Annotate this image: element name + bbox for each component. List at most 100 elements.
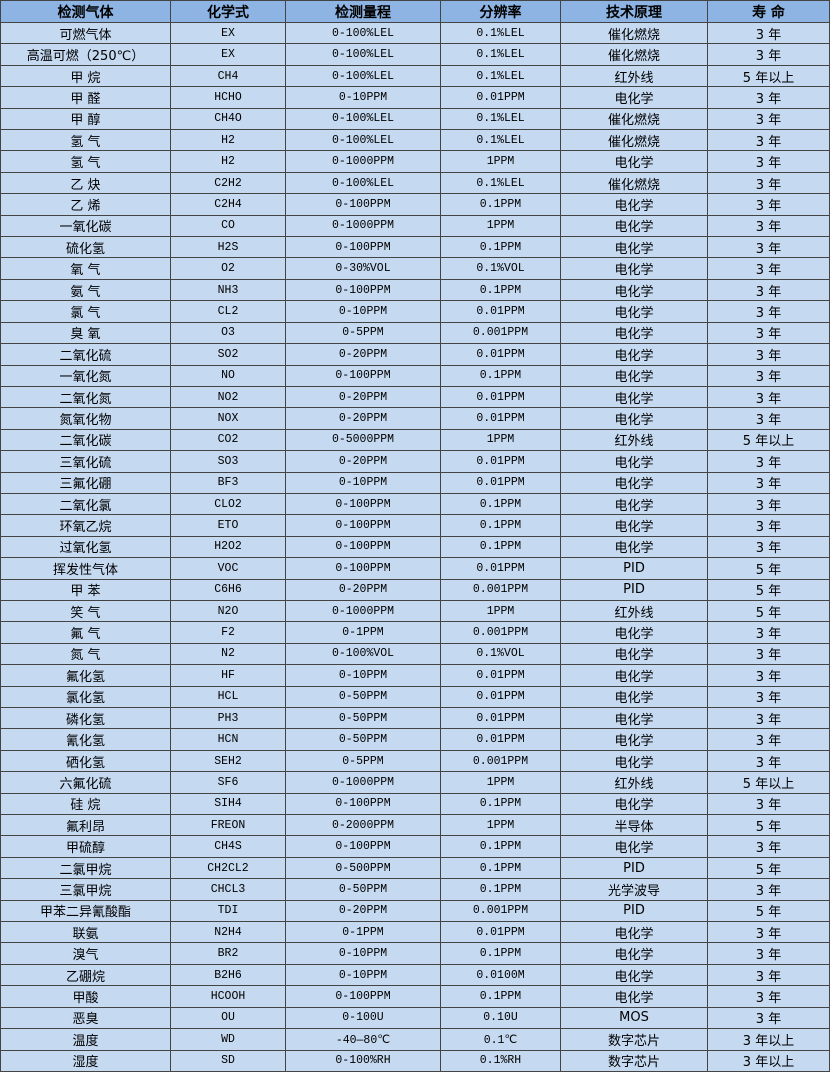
cell-resolution: 0.1PPM bbox=[441, 943, 561, 965]
cell-principle: 电化学 bbox=[561, 986, 708, 1008]
cell-range: 0-100%LEL bbox=[286, 130, 441, 152]
table-row: 挥发性气体 VOC 0-100PPM 0.01PPM PID 5 年 bbox=[1, 558, 830, 580]
cell-resolution: 0.1PPM bbox=[441, 279, 561, 302]
cell-range: 0-100PPM bbox=[286, 493, 441, 516]
cell-range: -40—80℃ bbox=[286, 1029, 441, 1051]
cell-lifespan: 3 年 bbox=[708, 986, 830, 1008]
cell-lifespan: 3 年 bbox=[708, 151, 830, 173]
cell-lifespan: 3 年 bbox=[708, 194, 830, 216]
cell-gas: 氧 气 bbox=[1, 258, 171, 280]
cell-range: 0-10PPM bbox=[286, 665, 441, 687]
cell-gas: 二氧化硫 bbox=[1, 344, 171, 366]
header-principle: 技术原理 bbox=[561, 1, 708, 23]
cell-resolution: 0.1PPM bbox=[441, 515, 561, 537]
cell-principle: 电化学 bbox=[561, 622, 708, 644]
cell-formula: HCL bbox=[171, 686, 286, 708]
cell-resolution: 0.01PPM bbox=[441, 708, 561, 730]
cell-formula: SEH2 bbox=[171, 750, 286, 773]
cell-resolution: 0.01PPM bbox=[441, 729, 561, 751]
cell-formula: N2 bbox=[171, 643, 286, 666]
cell-range: 0-100%LEL bbox=[286, 23, 441, 45]
cell-lifespan: 3 年 bbox=[708, 408, 830, 430]
cell-resolution: 0.1PPM bbox=[441, 986, 561, 1008]
cell-gas: 湿度 bbox=[1, 1050, 171, 1072]
cell-principle: 电化学 bbox=[561, 258, 708, 280]
cell-resolution: 0.1%LEL bbox=[441, 44, 561, 66]
cell-lifespan: 3 年 bbox=[708, 108, 830, 131]
cell-lifespan: 3 年 bbox=[708, 665, 830, 687]
cell-principle: 电化学 bbox=[561, 493, 708, 516]
cell-formula: BR2 bbox=[171, 943, 286, 965]
cell-range: 0-10PPM bbox=[286, 472, 441, 494]
cell-formula: H2O2 bbox=[171, 536, 286, 559]
cell-lifespan: 3 年 bbox=[708, 622, 830, 644]
cell-range: 0-1000PPM bbox=[286, 215, 441, 238]
cell-principle: 电化学 bbox=[561, 237, 708, 259]
cell-formula: C6H6 bbox=[171, 579, 286, 601]
cell-resolution: 0.1%VOL bbox=[441, 643, 561, 666]
cell-gas: 氟利昂 bbox=[1, 815, 171, 837]
cell-lifespan: 3 年 bbox=[708, 279, 830, 302]
cell-principle: MOS bbox=[561, 1007, 708, 1030]
cell-range: 0-100PPM bbox=[286, 986, 441, 1008]
cell-range: 0-100PPM bbox=[286, 515, 441, 537]
cell-resolution: 0.001PPM bbox=[441, 579, 561, 601]
cell-lifespan: 3 年 bbox=[708, 836, 830, 858]
cell-gas: 磷化氢 bbox=[1, 708, 171, 730]
cell-range: 0-100%VOL bbox=[286, 643, 441, 666]
cell-formula: NO bbox=[171, 365, 286, 387]
cell-lifespan: 3 年以上 bbox=[708, 1050, 830, 1072]
table-row: 氮 气 N2 0-100%VOL 0.1%VOL 电化学 3 年 bbox=[1, 643, 830, 666]
cell-principle: 电化学 bbox=[561, 151, 708, 173]
table-header-row: 检测气体 化学式 检测量程 分辨率 技术原理 寿 命 bbox=[1, 1, 830, 23]
cell-lifespan: 5 年以上 bbox=[708, 65, 830, 88]
cell-principle: 红外线 bbox=[561, 429, 708, 452]
table-row: 甲 醛 HCHO 0-10PPM 0.01PPM 电化学 3 年 bbox=[1, 87, 830, 109]
table-row: 氮氧化物 NOX 0-20PPM 0.01PPM 电化学 3 年 bbox=[1, 408, 830, 430]
cell-resolution: 1PPM bbox=[441, 815, 561, 837]
cell-lifespan: 3 年 bbox=[708, 793, 830, 816]
cell-gas: 过氧化氢 bbox=[1, 536, 171, 559]
header-resolution: 分辨率 bbox=[441, 1, 561, 23]
cell-range: 0-500PPM bbox=[286, 857, 441, 880]
cell-formula: NOX bbox=[171, 408, 286, 430]
cell-gas: 乙 炔 bbox=[1, 172, 171, 195]
cell-gas: 硒化氢 bbox=[1, 750, 171, 773]
cell-formula: H2 bbox=[171, 130, 286, 152]
cell-principle: PID bbox=[561, 558, 708, 580]
table-row: 六氟化硫 SF6 0-1000PPM 1PPM 红外线 5 年以上 bbox=[1, 772, 830, 794]
cell-lifespan: 3 年 bbox=[708, 643, 830, 666]
cell-lifespan: 3 年 bbox=[708, 23, 830, 45]
header-lifespan: 寿 命 bbox=[708, 1, 830, 23]
cell-gas: 一氧化碳 bbox=[1, 215, 171, 238]
cell-gas: 联氨 bbox=[1, 922, 171, 944]
cell-resolution: 0.1%LEL bbox=[441, 172, 561, 195]
cell-resolution: 0.1%LEL bbox=[441, 65, 561, 88]
cell-lifespan: 3 年 bbox=[708, 472, 830, 494]
cell-lifespan: 5 年 bbox=[708, 600, 830, 623]
cell-formula: H2S bbox=[171, 237, 286, 259]
cell-lifespan: 3 年 bbox=[708, 922, 830, 944]
cell-principle: 电化学 bbox=[561, 708, 708, 730]
cell-gas: 氰化氢 bbox=[1, 729, 171, 751]
cell-principle: 红外线 bbox=[561, 65, 708, 88]
cell-range: 0-10PPM bbox=[286, 943, 441, 965]
cell-formula: HF bbox=[171, 665, 286, 687]
cell-resolution: 0.01PPM bbox=[441, 558, 561, 580]
cell-principle: 电化学 bbox=[561, 365, 708, 387]
table-row: 硅 烷 SIH4 0-100PPM 0.1PPM 电化学 3 年 bbox=[1, 793, 830, 816]
cell-resolution: 1PPM bbox=[441, 429, 561, 452]
cell-gas: 三氧化硫 bbox=[1, 451, 171, 473]
cell-resolution: 0.01PPM bbox=[441, 665, 561, 687]
cell-range: 0-20PPM bbox=[286, 408, 441, 430]
cell-range: 0-100%LEL bbox=[286, 65, 441, 88]
cell-resolution: 0.01PPM bbox=[441, 686, 561, 708]
cell-range: 0-5000PPM bbox=[286, 429, 441, 452]
header-formula: 化学式 bbox=[171, 1, 286, 23]
cell-resolution: 0.1PPM bbox=[441, 194, 561, 216]
cell-range: 0-100PPM bbox=[286, 836, 441, 858]
cell-gas: 甲硫醇 bbox=[1, 836, 171, 858]
cell-lifespan: 3 年 bbox=[708, 44, 830, 66]
cell-formula: OU bbox=[171, 1007, 286, 1030]
cell-gas: 氟 气 bbox=[1, 622, 171, 644]
